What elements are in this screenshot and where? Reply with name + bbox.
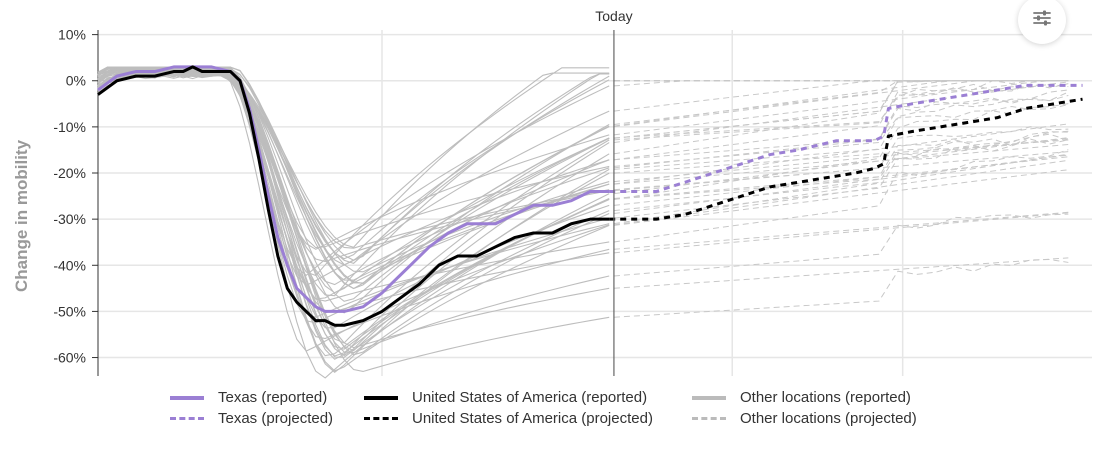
other-location-projected-line bbox=[613, 156, 1069, 206]
today-label: Today bbox=[595, 8, 632, 24]
other-location-reported-line bbox=[97, 72, 610, 248]
other-location-reported-line bbox=[97, 73, 610, 297]
other-location-projected-line bbox=[613, 131, 1069, 199]
other-location-projected-line bbox=[613, 104, 1069, 201]
chart-settings-button[interactable] bbox=[1018, 0, 1066, 44]
other-location-reported-line bbox=[97, 70, 610, 357]
other-location-projected-line bbox=[613, 139, 1069, 174]
united-states-of-america-projected-line bbox=[609, 97, 1083, 221]
chart-legend: Texas (reported) United States of Americ… bbox=[0, 386, 1107, 446]
other-locations-lines bbox=[97, 66, 1069, 379]
y-axis-label: Change in mobility bbox=[12, 139, 31, 292]
texas-projected-line bbox=[609, 83, 1083, 193]
other-location-projected-line bbox=[613, 94, 1069, 167]
other-location-reported-line bbox=[97, 68, 610, 290]
legend-swatch bbox=[170, 417, 204, 420]
other-location-projected-line bbox=[613, 83, 1069, 139]
y-axis: 10% 0% -10% -20% -30% -40% -50% -60% bbox=[53, 27, 98, 366]
other-location-reported-line bbox=[97, 73, 610, 329]
legend-item-texas-projected[interactable]: Texas (projected) bbox=[170, 410, 333, 427]
other-location-projected-line bbox=[613, 153, 1069, 225]
other-location-projected-line bbox=[613, 91, 1069, 161]
legend-item-other-reported[interactable]: Other locations (reported) bbox=[692, 389, 911, 406]
other-location-reported-line bbox=[97, 70, 610, 379]
other-location-projected-line bbox=[613, 159, 1069, 226]
other-location-projected-line bbox=[613, 213, 1069, 277]
other-location-reported-line bbox=[97, 67, 610, 277]
other-location-reported-line bbox=[97, 68, 610, 249]
y-tick-label: -10% bbox=[53, 119, 86, 135]
other-location-projected-line bbox=[613, 138, 1069, 219]
other-location-projected-line bbox=[613, 123, 1069, 185]
y-tick-label: -20% bbox=[53, 165, 86, 181]
highlighted-series bbox=[97, 65, 1083, 327]
legend-swatch bbox=[364, 395, 398, 400]
legend-label: Other locations (projected) bbox=[740, 410, 917, 427]
other-location-projected-line bbox=[613, 257, 1069, 289]
other-location-projected-line bbox=[613, 212, 1069, 254]
other-location-reported-line bbox=[97, 69, 610, 273]
other-location-projected-line bbox=[613, 211, 1069, 250]
other-location-projected-line bbox=[613, 149, 1069, 243]
other-location-projected-line bbox=[613, 130, 1069, 212]
legend-swatch bbox=[170, 395, 204, 400]
other-location-projected-line bbox=[613, 154, 1069, 214]
other-location-projected-line bbox=[613, 126, 1069, 191]
other-location-reported-line bbox=[97, 67, 610, 287]
other-location-projected-line bbox=[613, 80, 1069, 136]
other-location-reported-line bbox=[97, 72, 610, 249]
other-location-reported-line bbox=[97, 72, 610, 285]
y-tick-label: 10% bbox=[58, 27, 86, 43]
legend-item-other-projected[interactable]: Other locations (projected) bbox=[692, 410, 917, 427]
other-location-projected-line bbox=[613, 103, 1069, 170]
other-location-projected-line bbox=[613, 80, 1069, 87]
other-location-projected-line bbox=[613, 133, 1069, 200]
legend-label: Other locations (reported) bbox=[740, 389, 911, 406]
legend-label: Texas (reported) bbox=[218, 389, 328, 406]
legend-swatch bbox=[692, 395, 726, 400]
other-location-reported-line bbox=[97, 66, 610, 358]
other-location-reported-line bbox=[97, 72, 610, 286]
y-tick-label: -30% bbox=[53, 211, 86, 227]
other-location-reported-line bbox=[97, 74, 610, 250]
united-states-of-america-reported-line bbox=[97, 65, 610, 327]
legend-swatch bbox=[364, 417, 398, 420]
legend-item-usa-projected[interactable]: United States of America (projected) bbox=[364, 410, 653, 427]
other-location-projected-line bbox=[613, 89, 1069, 169]
legend-label: Texas (projected) bbox=[218, 410, 334, 427]
sliders-icon bbox=[1032, 8, 1052, 33]
mobility-chart: Today 10% 0% -10% -20% -30% -40% -50% -60% Chan… bbox=[12, 8, 1092, 379]
y-tick-label: 0% bbox=[66, 73, 86, 89]
legend-swatch bbox=[692, 417, 726, 420]
other-location-projected-line bbox=[613, 80, 1069, 128]
y-tick-label: -50% bbox=[53, 303, 86, 319]
y-tick-label: -60% bbox=[53, 350, 86, 366]
other-location-projected-line bbox=[613, 137, 1069, 195]
legend-item-texas-reported[interactable]: Texas (reported) bbox=[170, 389, 327, 406]
y-tick-label: -40% bbox=[53, 257, 86, 273]
other-location-projected-line bbox=[613, 258, 1069, 318]
other-location-projected-line bbox=[613, 83, 1069, 141]
legend-label: United States of America (projected) bbox=[412, 410, 653, 427]
other-location-projected-line bbox=[613, 151, 1069, 192]
other-location-reported-line bbox=[97, 70, 610, 324]
other-location-projected-line bbox=[613, 138, 1069, 183]
other-location-reported-line bbox=[97, 69, 610, 314]
other-location-projected-line bbox=[613, 80, 1069, 161]
other-location-projected-line bbox=[613, 80, 1069, 127]
legend-label: United States of America (reported) bbox=[412, 389, 648, 406]
other-location-projected-line bbox=[613, 81, 1069, 144]
other-location-reported-line bbox=[97, 68, 610, 373]
texas-reported-line bbox=[97, 65, 610, 313]
other-location-projected-line bbox=[613, 143, 1069, 185]
other-location-projected-line bbox=[613, 169, 1069, 226]
today-marker: Today bbox=[595, 8, 633, 376]
other-location-projected-line bbox=[613, 80, 1069, 112]
legend-item-usa-reported[interactable]: United States of America (reported) bbox=[364, 389, 647, 406]
